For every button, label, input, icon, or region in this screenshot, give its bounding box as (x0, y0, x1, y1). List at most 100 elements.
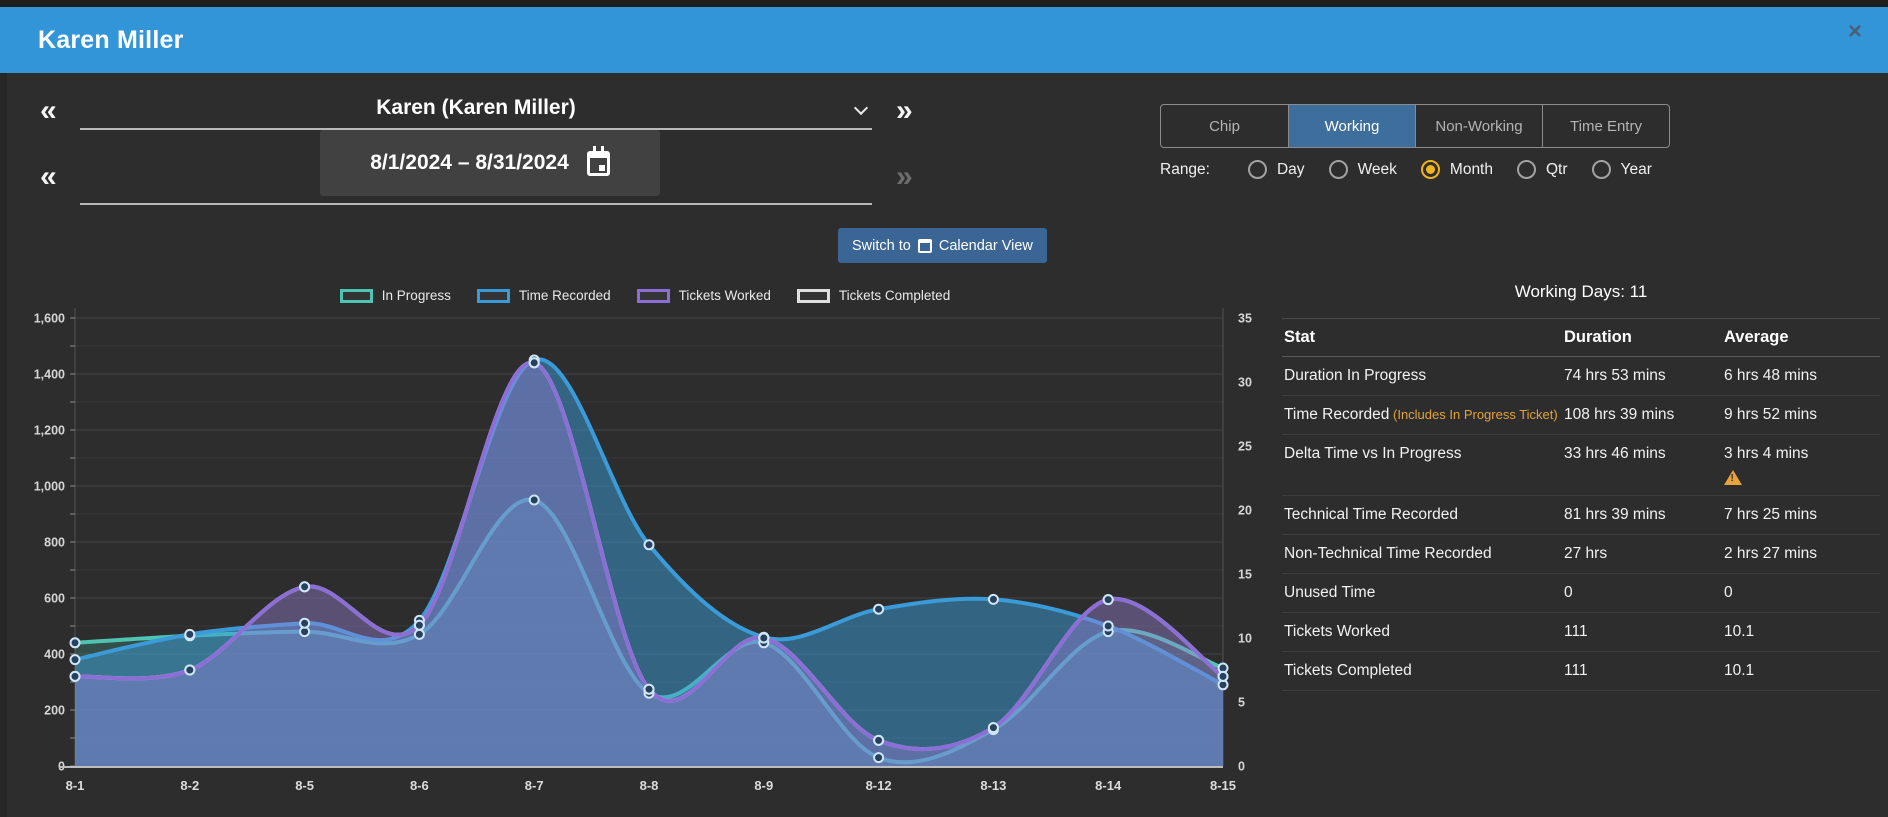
radio-circle-icon[interactable] (1247, 160, 1267, 179)
stats-table: Stat Duration Average Duration In Progress… (1282, 318, 1880, 691)
stat-duration: 81 hrs 39 mins (1562, 495, 1722, 535)
table-row: Non-Technical Time Recorded 27 hrs 2 hrs 2… (1282, 534, 1880, 574)
range-radio-month[interactable]: Month (1420, 160, 1493, 179)
right-axis-tick-label: 0 (1238, 760, 1245, 774)
radio-circle-icon[interactable] (1328, 160, 1348, 179)
stat-average: 9 hrs 52 mins (1724, 406, 1818, 423)
data-point-marker[interactable] (69, 637, 81, 649)
x-axis-tick-label: 8-14 (1095, 778, 1122, 793)
stat-note: (Includes In Progress Ticket) (1389, 407, 1558, 422)
stat-label: Unused Time (1284, 584, 1376, 601)
x-axis-tick-label: 8-2 (180, 778, 199, 793)
switch-btn-suffix: Calendar View (938, 237, 1033, 254)
switch-btn-prefix: Switch to (852, 237, 911, 254)
close-icon[interactable]: × (1847, 18, 1862, 45)
tab-working[interactable]: Working (1288, 105, 1415, 147)
person-prev-button[interactable]: « (40, 94, 57, 127)
radio-label: Month (1449, 160, 1493, 178)
table-row: Tickets Completed 111 10.1 (1282, 651, 1880, 691)
right-axis-tick-label: 35 (1238, 312, 1252, 326)
data-point-marker[interactable] (1102, 620, 1114, 632)
left-axis-tick-label: 600 (44, 592, 65, 606)
stat-label: Technical Time Recorded (1284, 506, 1459, 523)
dialog-title: Karen Miller (38, 25, 184, 54)
radio-label: Day (1276, 160, 1305, 178)
radio-circle-icon[interactable] (1517, 160, 1536, 179)
working-days-title: Working Days: 11 (1514, 282, 1648, 301)
data-point-marker[interactable] (413, 628, 425, 640)
table-row: Unused Time 0 0 (1282, 573, 1880, 613)
data-point-marker[interactable] (643, 539, 655, 551)
x-axis-tick-label: 8-12 (866, 778, 892, 793)
legend-swatch (796, 288, 830, 303)
legend-item-tickets-worked[interactable]: Tickets Worked (636, 288, 771, 303)
x-axis-tick-label: 8-5 (295, 778, 314, 793)
date-prev-button[interactable]: « (40, 160, 57, 193)
data-point-marker[interactable] (69, 670, 81, 682)
data-point-marker[interactable] (987, 593, 999, 605)
legend-item-tickets-completed[interactable]: Tickets Completed (796, 288, 950, 303)
data-point-marker[interactable] (643, 683, 655, 695)
switch-to-calendar-view-button[interactable]: Switch to Calendar View (838, 228, 1047, 263)
dialog-titlebar: Karen Miller (0, 7, 1888, 73)
data-point-marker[interactable] (528, 357, 540, 369)
data-point-marker[interactable] (184, 664, 196, 676)
stat-label: Tickets Worked (1284, 623, 1390, 640)
legend-item-in-progress[interactable]: In Progress (339, 288, 451, 303)
data-point-marker[interactable] (1102, 594, 1114, 606)
chart-legend: In Progress Time Recorded Tickets Worked Ti… (20, 288, 1270, 303)
date-range-picker[interactable]: 8/1/2024 – 8/31/2024 (320, 130, 660, 196)
legend-swatch (636, 288, 670, 303)
stats-col-duration: Duration (1562, 318, 1722, 357)
radio-label: Qtr (1546, 160, 1568, 178)
left-axis-tick-label: 1,200 (34, 424, 65, 438)
stat-duration: 74 hrs 53 mins (1562, 356, 1722, 396)
chart-svg: 02004006008001,0001,2001,4001,6000510152… (34, 308, 1252, 793)
data-point-marker[interactable] (299, 617, 311, 629)
data-point-marker[interactable] (69, 654, 81, 666)
person-dropdown[interactable]: Karen (Karen Miller) (376, 96, 576, 119)
range-radio-day[interactable]: Day (1247, 160, 1305, 179)
calendar-icon[interactable] (586, 145, 610, 176)
left-axis-tick-label: 1,000 (34, 480, 65, 494)
calendar-view-icon (917, 238, 932, 253)
date-range-value: 8/1/2024 – 8/31/2024 (370, 151, 569, 174)
radio-label: Year (1620, 160, 1652, 178)
data-point-marker[interactable] (184, 628, 196, 640)
data-point-marker[interactable] (299, 581, 311, 593)
left-axis-tick-label: 1,400 (34, 368, 65, 382)
tab-chip[interactable]: Chip (1209, 117, 1240, 135)
data-point-marker[interactable] (528, 494, 540, 506)
data-point-marker[interactable] (758, 632, 770, 644)
legend-item-time-recorded[interactable]: Time Recorded (476, 288, 611, 303)
data-point-marker[interactable] (987, 722, 999, 734)
tab-non-working[interactable]: Non-Working (1415, 105, 1542, 147)
radio-circle-icon[interactable] (1591, 160, 1611, 179)
tab-time-entry[interactable]: Time Entry (1542, 105, 1669, 147)
data-point-marker[interactable] (873, 752, 885, 764)
stat-average: 10.1 (1724, 623, 1755, 640)
summary-panel: Working Days: 11 Stat Duration Average Dur… (1282, 282, 1880, 691)
legend-label: Tickets Worked (678, 288, 771, 303)
range-radio-qtr[interactable]: Qtr (1517, 160, 1568, 179)
data-point-marker[interactable] (1217, 670, 1229, 682)
right-axis-tick-label: 30 (1238, 376, 1252, 390)
stat-duration: 108 hrs 39 mins (1562, 395, 1722, 435)
radio-circle-icon[interactable] (1420, 160, 1440, 179)
data-point-marker[interactable] (873, 734, 885, 746)
data-point-marker[interactable] (873, 603, 885, 615)
working-time-chart: 02004006008001,0001,2001,4001,6000510152… (20, 300, 1270, 805)
stat-average: 2 hrs 27 mins (1724, 545, 1818, 562)
legend-swatch (476, 288, 510, 303)
table-row: Delta Time vs In Progress 33 hrs 46 mins 3… (1282, 434, 1880, 496)
x-axis-tick-label: 8-7 (525, 778, 544, 793)
date-next-button[interactable]: » (896, 160, 913, 193)
legend-swatch (339, 288, 373, 303)
data-point-marker[interactable] (413, 619, 425, 631)
right-axis-tick-label: 10 (1238, 632, 1252, 646)
stat-duration: 33 hrs 46 mins (1562, 434, 1722, 496)
person-next-button[interactable]: » (896, 94, 913, 127)
range-radio-week[interactable]: Week (1328, 160, 1397, 179)
range-radio-year[interactable]: Year (1591, 160, 1652, 179)
stat-average: 10.1 (1724, 662, 1755, 679)
